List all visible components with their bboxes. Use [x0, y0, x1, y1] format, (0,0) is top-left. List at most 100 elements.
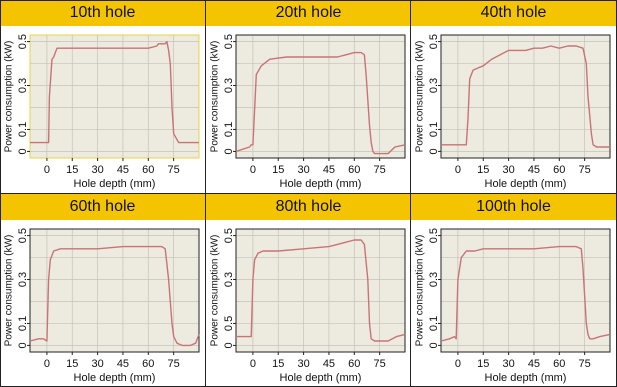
panel-divider — [0, 0, 617, 1]
x-tick-label: 45 — [528, 164, 540, 176]
x-tick-label: 0 — [455, 164, 461, 176]
plot-frame — [440, 228, 611, 353]
plot-frame — [235, 34, 406, 159]
y-tick-label: 0.3 — [223, 78, 235, 93]
panel-divider — [410, 0, 411, 387]
y-axis-label: Power consumption (kW) — [210, 235, 221, 347]
chart-title: 40th hole — [411, 0, 616, 26]
x-tick-label: 60 — [142, 358, 154, 370]
chart-panel: 80th hole 0 15 30 45 60 75 0 0.5 0.3 0.5 Hole depth… — [206, 194, 411, 387]
x-tick-label: 60 — [348, 164, 360, 176]
plot-area — [236, 229, 405, 352]
x-tick-label: 45 — [323, 358, 335, 370]
y-tick-label: 0.1 — [428, 316, 440, 331]
chart-panel: 60th hole 0 15 30 45 60 75 0 0.1 0.3 0.5 Hole depth… — [0, 194, 205, 387]
plot-frame — [440, 34, 611, 159]
panel-divider — [0, 193, 617, 194]
x-tick-label: 60 — [553, 358, 565, 370]
x-tick-label: 30 — [91, 358, 103, 370]
x-tick-label: 60 — [348, 358, 360, 370]
x-axis-label: Hole depth (mm) — [485, 178, 567, 190]
x-tick-label: 0 — [44, 164, 50, 176]
series-line — [30, 40, 199, 144]
x-tick-label: 75 — [579, 358, 591, 370]
x-tick-label: 0 — [250, 164, 256, 176]
x-axis-label: Hole depth (mm) — [280, 178, 362, 190]
y-axis-label: Power consumption (kW) — [4, 41, 15, 153]
y-tick-label: 0 — [17, 148, 29, 154]
series-line — [235, 51, 406, 155]
plot-frame — [29, 228, 200, 353]
x-tick-label: 75 — [168, 358, 180, 370]
x-tick-label: 15 — [477, 164, 489, 176]
x-tick-label: 15 — [272, 358, 284, 370]
y-tick-label: 0.3 — [428, 272, 440, 287]
x-tick-label: 45 — [323, 164, 335, 176]
y-tick-label: 0.5 — [428, 34, 440, 49]
y-tick-label: 0 — [428, 342, 440, 348]
y-axis-label: Power consumption (kW) — [210, 41, 221, 153]
x-tick-label: 60 — [553, 164, 565, 176]
chart-title: 60th hole — [0, 194, 205, 220]
series-line — [441, 45, 610, 148]
line-chart: 0 15 30 45 60 75 0 0.1 0.3 0.5 Hole depth (mm) Powe… — [4, 228, 200, 384]
x-tick-label: 0 — [44, 358, 50, 370]
line-chart: 0 15 30 45 60 75 0 0.1 0.3 0.5 Hole depth (mm) Powe… — [415, 34, 611, 190]
x-tick-label: 15 — [66, 358, 78, 370]
line-chart: 0 15 30 45 60 75 0 0.1 0.3 0.5 Hole depth (mm) Powe… — [415, 228, 611, 384]
y-tick-label: 0.1 — [17, 316, 29, 331]
x-tick-label: 15 — [66, 164, 78, 176]
x-tick-label: 30 — [502, 358, 514, 370]
y-tick-label: 0.5 — [428, 228, 440, 243]
panel-divider — [205, 0, 206, 387]
series-line — [236, 239, 406, 342]
chart-title: 100th hole — [411, 194, 616, 220]
y-tick-label: 0.5 — [17, 34, 29, 49]
x-tick-label: 45 — [528, 358, 540, 370]
y-tick-label: 0.1 — [223, 122, 235, 137]
line-chart: 0 15 30 45 60 75 0 0.5 0.3 0.5 Hole depth (mm) Powe… — [210, 228, 406, 384]
y-tick-label: 0.1 — [428, 122, 440, 137]
x-tick-label: 75 — [579, 164, 591, 176]
x-tick-label: 75 — [374, 358, 386, 370]
plot-frame — [29, 34, 200, 159]
chart-title: 10th hole — [0, 0, 205, 26]
x-tick-label: 15 — [272, 164, 284, 176]
x-tick-label: 30 — [91, 164, 103, 176]
x-axis-label: Hole depth (mm) — [74, 372, 156, 384]
x-tick-label: 45 — [117, 358, 129, 370]
y-tick-label: 0 — [428, 148, 440, 154]
chart-title: 20th hole — [206, 0, 411, 26]
line-chart: 0 15 30 45 60 75 0 0.1 0.3 0.5 Hole depth (mm) Powe… — [4, 34, 200, 190]
y-tick-label: 0 — [223, 148, 235, 154]
y-tick-label: 0.3 — [223, 272, 235, 287]
y-tick-label: 0 — [17, 342, 29, 348]
x-tick-label: 30 — [297, 358, 309, 370]
y-tick-label: 0.5 — [223, 316, 235, 331]
x-tick-label: 60 — [142, 164, 154, 176]
x-tick-label: 15 — [477, 358, 489, 370]
y-axis-label: Power consumption (kW) — [415, 235, 426, 347]
series-line — [440, 245, 611, 342]
x-tick-label: 75 — [168, 164, 180, 176]
chart-panel: 20th hole 0 15 30 45 60 75 0 0.1 0.3 0.5 Hole depth… — [206, 0, 411, 193]
chart-title: 80th hole — [206, 194, 411, 220]
chart-panel: 100th hole 0 15 30 45 60 75 0 0.1 0.3 0.5 Hole dept… — [411, 194, 616, 387]
x-axis-label: Hole depth (mm) — [485, 372, 567, 384]
x-tick-label: 30 — [297, 164, 309, 176]
line-chart: 0 15 30 45 60 75 0 0.1 0.3 0.5 Hole depth (mm) Powe… — [210, 34, 406, 190]
plot-frame — [235, 228, 406, 353]
x-axis-label: Hole depth (mm) — [280, 372, 362, 384]
series-line — [29, 245, 200, 347]
x-tick-label: 75 — [374, 164, 386, 176]
y-tick-label: 0.5 — [223, 228, 235, 243]
chart-panel: 10th hole 0 15 30 45 60 75 0 0.1 0.3 0.5 Hole depth… — [0, 0, 205, 193]
x-tick-label: 30 — [502, 164, 514, 176]
y-tick-label: 0.5 — [223, 34, 235, 49]
y-tick-label: 0 — [223, 342, 235, 348]
y-tick-label: 0.5 — [17, 228, 29, 243]
y-tick-label: 0.1 — [17, 122, 29, 137]
y-tick-label: 0.3 — [428, 78, 440, 93]
y-tick-label: 0.3 — [17, 78, 29, 93]
plot-area — [30, 35, 199, 158]
